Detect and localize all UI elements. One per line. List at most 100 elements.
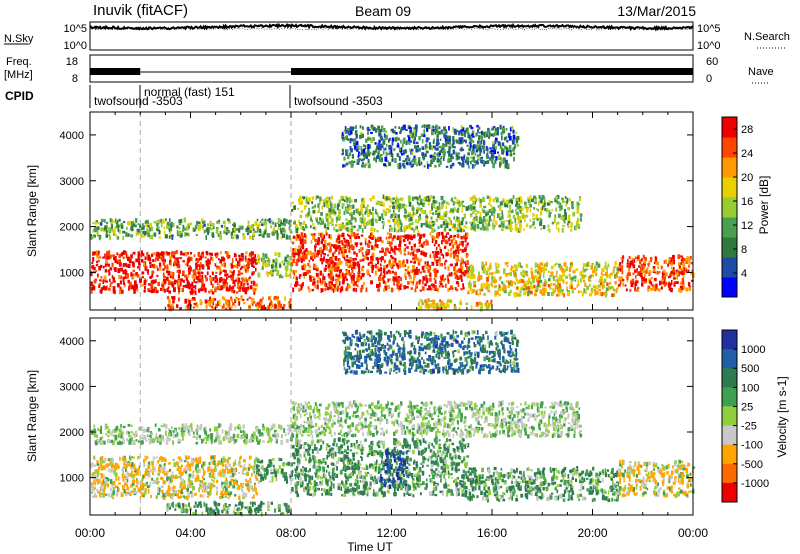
scatter-cell bbox=[475, 148, 478, 151]
scatter-cell bbox=[220, 263, 223, 267]
scatter-cell bbox=[438, 153, 442, 156]
scatter-cell bbox=[314, 238, 317, 242]
scatter-cell bbox=[170, 251, 174, 256]
scatter-cell bbox=[421, 280, 424, 285]
scatter-cell bbox=[171, 282, 174, 287]
scatter-cell bbox=[402, 160, 406, 163]
scatter-cell bbox=[226, 283, 228, 288]
scatter-cell bbox=[332, 288, 335, 293]
scatter-cell bbox=[246, 269, 249, 273]
scatter-cell bbox=[652, 284, 655, 289]
scatter-cell bbox=[446, 201, 449, 205]
scatter-cell bbox=[389, 225, 392, 227]
scatter-cell bbox=[444, 151, 446, 154]
scatter-cell bbox=[521, 274, 524, 278]
scatter-cell bbox=[227, 305, 230, 309]
scatter-cell bbox=[326, 196, 329, 199]
scatter-cell bbox=[91, 265, 94, 269]
scatter-cell bbox=[213, 458, 215, 462]
scatter-cell bbox=[135, 258, 139, 263]
scatter-cell bbox=[418, 197, 421, 201]
scatter-cell bbox=[350, 214, 353, 219]
scatter-cell bbox=[179, 231, 183, 234]
scatter-cell bbox=[396, 198, 400, 204]
scatter-cell bbox=[346, 255, 349, 258]
scatter-cell bbox=[329, 275, 333, 281]
scatter-cell bbox=[398, 126, 401, 129]
scatter-cell bbox=[439, 307, 442, 310]
scatter-cell bbox=[636, 256, 640, 259]
scatter-cell bbox=[434, 277, 437, 281]
scatter-cell bbox=[471, 206, 474, 210]
scatter-cell bbox=[135, 484, 138, 488]
scatter-cell bbox=[369, 163, 371, 169]
scatter-cell bbox=[185, 276, 188, 281]
scatter-cell bbox=[453, 146, 456, 149]
scatter-cell bbox=[562, 197, 565, 203]
scatter-cell bbox=[109, 278, 111, 282]
scatter-cell bbox=[94, 251, 98, 255]
scatter-cell bbox=[474, 152, 477, 156]
scatter-cell bbox=[453, 223, 456, 228]
scatter-cell bbox=[548, 275, 552, 278]
scatter-cell bbox=[501, 281, 504, 284]
scatter-cell bbox=[590, 274, 593, 277]
scatter-cell bbox=[340, 286, 344, 292]
scatter-cell bbox=[305, 196, 308, 200]
scatter-cell bbox=[243, 463, 246, 469]
scatter-cell bbox=[597, 263, 601, 268]
scatter-cell bbox=[482, 131, 485, 136]
scatter-cell bbox=[616, 270, 619, 274]
scatter-cell bbox=[283, 259, 287, 263]
scatter-cell bbox=[595, 272, 598, 277]
scatter-cell bbox=[124, 491, 128, 495]
scatter-cell bbox=[205, 277, 208, 282]
scatter-cell bbox=[312, 267, 315, 270]
scatter-cell bbox=[472, 281, 475, 285]
scatter-cell bbox=[432, 203, 435, 209]
scatter-cell bbox=[347, 155, 350, 160]
scatter-cell bbox=[305, 234, 308, 239]
cpid-entry-2: normal (fast) 151 bbox=[144, 85, 235, 99]
scatter-cell bbox=[450, 239, 454, 243]
scatter-cell bbox=[371, 221, 374, 227]
scatter-cell bbox=[691, 269, 694, 273]
scatter-cell bbox=[516, 217, 520, 220]
scatter-cell bbox=[332, 208, 335, 214]
scatter-cell bbox=[424, 305, 428, 309]
scatter-cell bbox=[444, 278, 447, 281]
scatter-cell bbox=[185, 232, 188, 236]
scatter-cell bbox=[230, 299, 233, 303]
scatter-cell bbox=[429, 277, 432, 282]
scatter-cell bbox=[240, 295, 243, 300]
scatter-cell bbox=[537, 271, 540, 274]
scatter-cell bbox=[435, 255, 438, 258]
scatter-cell bbox=[403, 285, 406, 290]
scatter-cell bbox=[385, 134, 388, 140]
scatter-cell bbox=[355, 149, 359, 152]
scatter-cell bbox=[541, 292, 545, 296]
scatter-cell bbox=[429, 196, 432, 199]
scatter-cell bbox=[292, 287, 295, 293]
scatter-cell bbox=[485, 131, 488, 134]
scatter-cell bbox=[308, 269, 311, 274]
scatter-cell bbox=[364, 153, 366, 158]
scatter-cell bbox=[383, 288, 386, 292]
scatter-cell bbox=[184, 298, 187, 304]
scatter-cell bbox=[500, 221, 503, 226]
scatter-cell bbox=[535, 214, 538, 219]
cpid-label: CPID bbox=[5, 89, 34, 103]
scatter-cell bbox=[250, 284, 253, 289]
scatter-cell bbox=[397, 222, 400, 228]
scatter-cell bbox=[146, 251, 149, 256]
scatter-cell bbox=[260, 305, 264, 310]
scatter-cell bbox=[467, 160, 469, 164]
scatter-cell bbox=[362, 282, 365, 285]
scatter-cell bbox=[331, 260, 334, 266]
scatter-cell bbox=[177, 231, 180, 235]
scatter-cell bbox=[409, 129, 412, 134]
scatter-cell bbox=[671, 280, 673, 285]
scatter-cell bbox=[365, 138, 368, 143]
scatter-cell bbox=[660, 265, 663, 270]
scatter-cell bbox=[232, 462, 235, 468]
